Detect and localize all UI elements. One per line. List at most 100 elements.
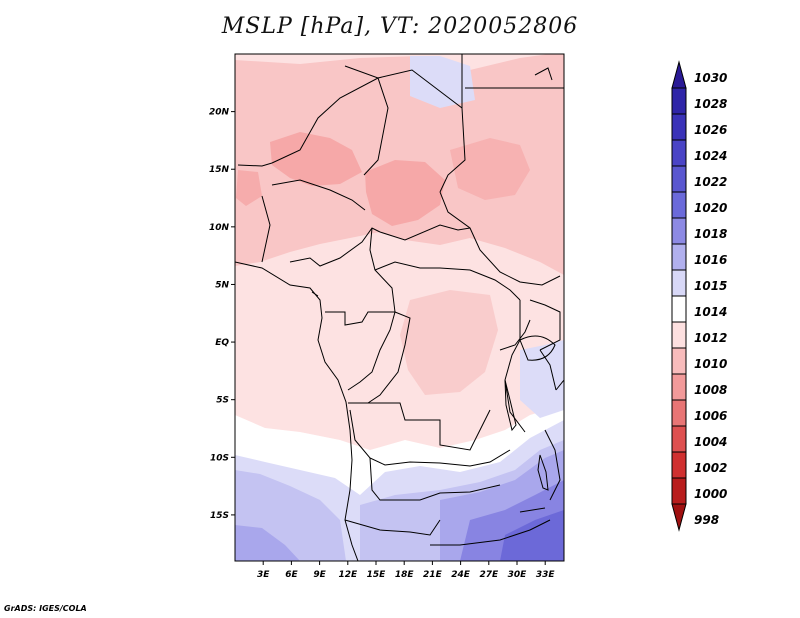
x-tick-label: 15E xyxy=(367,570,387,580)
red-sea-coast xyxy=(534,67,553,81)
border-path xyxy=(369,457,501,501)
colorbar-swatch xyxy=(671,425,687,453)
coast-path xyxy=(235,261,359,561)
x-tick-label: 30E xyxy=(508,570,528,580)
border-path xyxy=(499,319,531,351)
y-tick-label: 5S xyxy=(216,396,229,406)
colorbar-swatch xyxy=(671,243,687,271)
x-tick-label: 18E xyxy=(395,570,415,580)
footer-credit: GrADS: IGES/COLA xyxy=(4,604,87,613)
x-tick-label: 33E xyxy=(536,570,556,580)
lakes xyxy=(311,67,556,513)
x-tick-label: 9E xyxy=(313,570,326,580)
colorbar-swatch xyxy=(671,347,687,375)
x-axis: 3E 6E 9E 12E 15E 18E 21E 24E 27E 30E 33E xyxy=(257,561,555,580)
field-1010-congo xyxy=(400,290,498,395)
map-frame xyxy=(234,53,565,562)
border-path xyxy=(544,429,561,501)
field-1018-southwest xyxy=(235,525,300,561)
border-path xyxy=(379,224,471,241)
field-1008-sudan xyxy=(450,138,530,200)
border-path xyxy=(539,349,557,391)
lake-tanganyika xyxy=(504,379,517,432)
border-path xyxy=(367,311,411,404)
field-1008-chad xyxy=(365,160,445,226)
x-tick-label: 21E xyxy=(423,570,443,580)
y-tick-label: 5N xyxy=(215,280,229,290)
coastline xyxy=(235,261,564,561)
colorbar-arrow-top xyxy=(671,60,687,89)
border-path xyxy=(430,519,551,546)
border-path xyxy=(368,402,491,451)
border-path xyxy=(261,195,271,263)
colorbar-label: 1028 xyxy=(694,97,727,111)
border-path xyxy=(374,261,521,301)
border-path xyxy=(344,519,441,536)
colorbar-label: 1022 xyxy=(694,175,727,189)
bioko-island xyxy=(311,291,319,297)
y-tick-label: 15S xyxy=(210,511,229,521)
colorbar-swatch xyxy=(671,165,687,193)
lake-malawi xyxy=(537,454,549,491)
lake-victoria xyxy=(519,335,556,361)
border-path xyxy=(349,409,511,467)
x-tick-label: 27E xyxy=(479,570,499,580)
colorbar-arrow-bottom xyxy=(671,503,687,532)
colorbar-swatch xyxy=(671,399,687,427)
colorbar-label: 1030 xyxy=(694,71,727,85)
colorbar-label: 1026 xyxy=(694,123,727,137)
colorbar-label: 1002 xyxy=(694,461,727,475)
x-tick-label: 6E xyxy=(285,570,298,580)
colorbar-swatch xyxy=(671,321,687,349)
colorbar-label: 1018 xyxy=(694,227,727,241)
colorbar-swatch xyxy=(671,451,687,479)
colorbar-label: 1008 xyxy=(694,383,727,397)
colorbar-label: 1006 xyxy=(694,409,727,423)
field-1015-east-coast xyxy=(520,340,564,418)
colorbar-swatch xyxy=(671,269,687,297)
field-1022-southeast xyxy=(500,510,564,561)
field-1008-west xyxy=(236,170,262,206)
colorbar-label: 1015 xyxy=(694,279,727,293)
colorbar-label: 1016 xyxy=(694,253,727,267)
border-path xyxy=(439,191,561,286)
lake-kariba xyxy=(519,507,546,513)
country-borders xyxy=(235,54,564,561)
x-tick-label: 3E xyxy=(257,570,270,580)
y-tick-label: EQ xyxy=(215,338,229,348)
colorbar-label: 1020 xyxy=(694,201,727,215)
colorbar-swatch xyxy=(671,373,687,401)
colorbar-label: 1012 xyxy=(694,331,727,345)
field-1015-northeast xyxy=(410,56,475,108)
colorbar-swatch xyxy=(671,113,687,141)
colorbar-swatch xyxy=(671,191,687,219)
colorbar-swatch xyxy=(671,477,687,505)
colorbar-label: 998 xyxy=(694,513,719,527)
x-tick-label: 12E xyxy=(338,570,358,580)
border-path xyxy=(504,300,526,433)
colorbar-swatch xyxy=(671,139,687,167)
y-axis: 20N 15N 10N 5N EQ 5S 10S 15S xyxy=(209,108,235,521)
field-1008-sahel-west xyxy=(270,132,362,186)
colorbar-label: 1024 xyxy=(694,149,727,163)
colorbar: 1030 1028 1026 1024 1022 1020 1018 1016 1015 1014… xyxy=(671,60,727,532)
colorbar-swatch xyxy=(671,87,687,115)
y-tick-label: 15N xyxy=(209,165,230,175)
colorbar-label: 1010 xyxy=(694,357,727,371)
colorbar-swatch xyxy=(671,217,687,245)
border-path xyxy=(271,77,389,176)
colorbar-swatch xyxy=(671,295,687,323)
x-tick-label: 24E xyxy=(451,570,471,580)
coast-path xyxy=(555,379,564,391)
map-title: MSLP [hPa], VT: 2020052806 xyxy=(221,14,579,39)
border-path xyxy=(237,162,273,167)
y-tick-label: 10S xyxy=(210,453,229,463)
border-path xyxy=(271,179,366,211)
pressure-field xyxy=(235,54,564,561)
colorbar-label: 1000 xyxy=(694,487,727,501)
colorbar-label: 1004 xyxy=(694,435,727,449)
y-tick-label: 10N xyxy=(209,223,230,233)
y-tick-label: 20N xyxy=(209,108,230,118)
colorbar-label: 1014 xyxy=(694,305,727,319)
